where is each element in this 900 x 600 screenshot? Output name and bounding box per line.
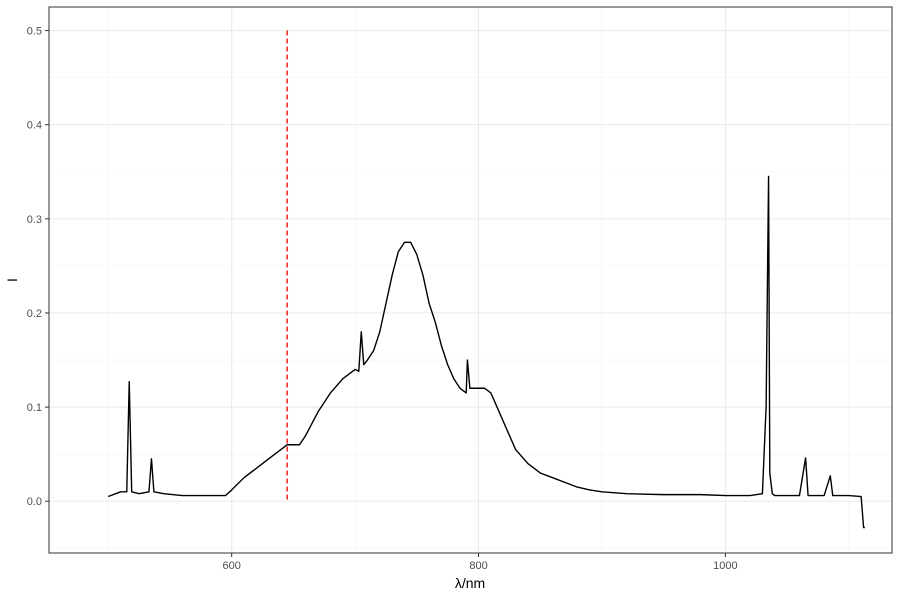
y-tick-label: 0.4 [27,120,42,132]
x-tick-label: 600 [222,560,240,572]
plot-panel-background [49,7,892,553]
series-layer [107,175,865,529]
x-tick-label: 800 [469,560,487,572]
plot-panel-border [48,6,893,554]
x-axis: 600 800 1000 [222,553,738,572]
grid-minor [49,7,892,553]
y-tick-label: 0.1 [27,402,42,414]
y-tick-label: 0.0 [27,496,42,508]
x-axis-title: λ/nm [455,575,485,591]
y-tick-label: 0.3 [27,214,42,226]
spectrum-line [107,175,865,529]
y-axis: 0.0 0.1 0.2 0.3 0.4 0.5 [27,26,49,508]
y-tick-label: 0.2 [27,308,42,320]
x-tick-label: 1000 [713,560,737,572]
y-tick-label: 0.5 [27,26,42,38]
grid-major [49,7,892,553]
y-axis-title: I [4,278,20,282]
